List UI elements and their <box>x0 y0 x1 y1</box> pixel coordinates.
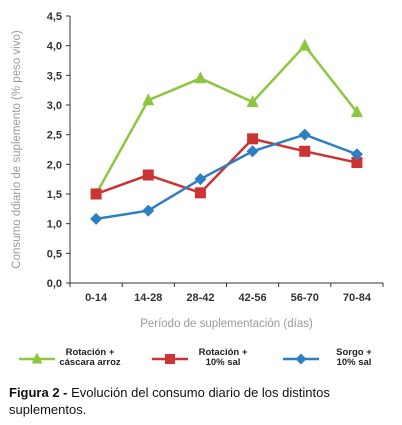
y-tick-label: 4,5 <box>47 11 62 23</box>
caption-label: Figura 2 - <box>9 385 68 400</box>
series-diamond <box>90 128 363 225</box>
data-point-square <box>165 354 175 364</box>
data-point-square <box>351 157 363 169</box>
caption-text: Evolución del consumo diario de los dist… <box>9 385 330 417</box>
series-line <box>94 43 358 195</box>
x-tick-label: 28-42 <box>186 292 214 304</box>
y-tick-label: 1,5 <box>47 189 62 201</box>
data-point-triangle <box>142 93 155 106</box>
data-point-triangle <box>298 38 311 51</box>
data-point-diamond <box>90 212 103 225</box>
y-tick-label: 2,0 <box>47 159 62 171</box>
y-tick-label: 4,0 <box>47 41 62 53</box>
y-tick-label: 3,5 <box>47 70 62 82</box>
legend: Rotación + cáscara arroz Rotación +10% sal… <box>19 347 372 368</box>
series-line <box>95 133 358 221</box>
line-chart: 0,0 0,5 1,0 1,5 2,0 2,5 3,0 3,5 4,0 4,5 Consumo d… <box>11 11 384 368</box>
series-group <box>90 38 363 225</box>
y-axis-title: Consumo ddiario de suplemento (% peso vi… <box>11 30 23 269</box>
y-tick-label: 2,5 <box>47 130 62 142</box>
legend-item: Rotación + cáscara arroz <box>19 347 121 368</box>
y-axis: 0,0 0,5 1,0 1,5 2,0 2,5 3,0 3,5 4,0 4,5 Consumo d… <box>11 11 71 290</box>
x-tick-group: 0-14 14-28 28-42 42-56 56-70 70-84 <box>69 283 384 304</box>
data-point-diamond <box>295 353 307 365</box>
data-point-square <box>194 187 206 199</box>
x-tick-label: 42-56 <box>239 292 267 304</box>
figure-caption: Figura 2 - Evolución del consumo diario … <box>9 384 397 418</box>
x-tick-label: 70-84 <box>343 292 372 304</box>
legend-label: Sorgo +10% sal <box>336 347 372 368</box>
data-point-triangle <box>350 105 363 118</box>
data-point-diamond <box>194 173 207 186</box>
legend-item: Sorgo +10% sal <box>283 347 372 368</box>
data-point-diamond <box>142 204 155 217</box>
data-point-diamond <box>298 128 311 141</box>
x-axis: 0-14 14-28 28-42 42-56 56-70 70-84 Período de… <box>69 282 384 330</box>
x-tick-label: 14-28 <box>134 292 162 304</box>
y-tick-label: 0,5 <box>47 248 62 260</box>
y-tick-label: 3,0 <box>47 100 62 112</box>
legend-label: Rotación +10% sal <box>199 347 248 368</box>
data-point-triangle <box>194 71 207 84</box>
y-tick-group: 0,0 0,5 1,0 1,5 2,0 2,5 3,0 3,5 4,0 4,5 <box>47 11 70 290</box>
y-tick-label: 0,0 <box>47 278 62 290</box>
data-point-diamond <box>350 148 363 161</box>
data-point-square <box>247 133 259 145</box>
data-point-triangle <box>246 95 259 108</box>
legend-label: Rotación + cáscara arroz <box>59 347 121 368</box>
series-triangle <box>90 38 363 199</box>
x-tick-label: 56-70 <box>291 292 319 304</box>
data-point-square <box>299 145 311 157</box>
legend-item: Rotación +10% sal <box>152 347 248 368</box>
x-tick-label: 0-14 <box>85 292 108 304</box>
data-point-diamond <box>246 145 259 158</box>
data-point-triangle <box>31 352 43 364</box>
data-point-square <box>142 169 154 181</box>
x-axis-title: Período de suplementación (días) <box>140 318 313 330</box>
y-tick-label: 1,0 <box>47 219 62 231</box>
data-point-square <box>90 188 102 200</box>
